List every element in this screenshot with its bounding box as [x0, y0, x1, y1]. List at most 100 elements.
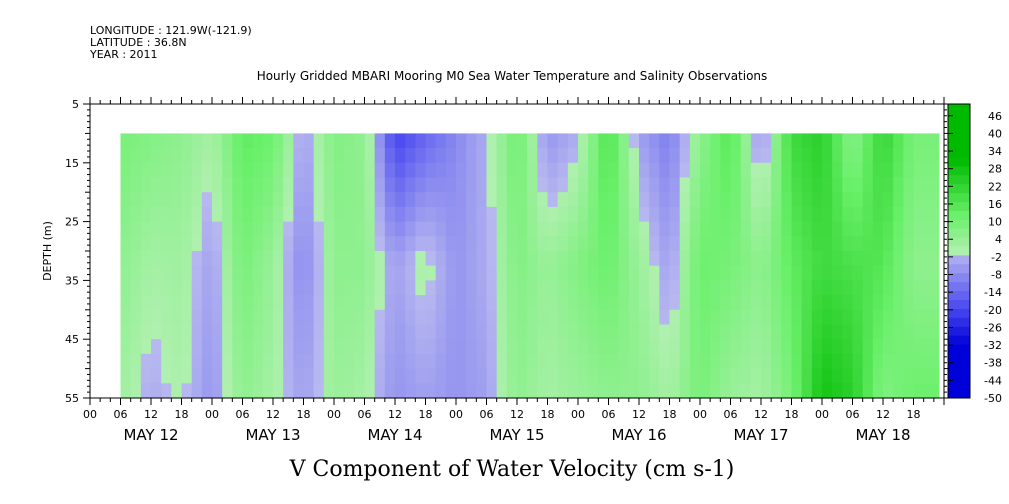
heatmap-cell: [517, 309, 528, 326]
heatmap-cell: [578, 236, 589, 252]
heatmap-cell: [151, 265, 162, 281]
heatmap-cell: [801, 309, 813, 326]
heatmap-cell: [364, 162, 376, 179]
heatmap-cell: [923, 236, 935, 252]
heatmap-cell: [496, 295, 508, 311]
heatmap-cell: [771, 251, 782, 267]
heatmap-cell: [598, 192, 610, 208]
heatmap-cell: [639, 251, 650, 267]
heatmap-cell: [130, 339, 142, 355]
heatmap-cell: [893, 251, 904, 267]
heatmap-cell: [679, 206, 691, 223]
heatmap-cell: [669, 221, 681, 237]
heatmap-cell: [252, 251, 264, 267]
heatmap-cell: [903, 383, 915, 399]
heatmap-cell: [415, 324, 427, 340]
heatmap-cell: [527, 177, 538, 193]
heatmap-cell: [801, 236, 813, 252]
heatmap-cell: [923, 251, 935, 267]
heatmap-cell: [618, 236, 630, 252]
heatmap-cell: [323, 265, 335, 281]
heatmap-cell: [364, 383, 376, 399]
heatmap-cell: [872, 206, 884, 223]
heatmap-cell: [171, 148, 183, 164]
heatmap-cell: [262, 295, 274, 311]
heatmap-cell: [151, 353, 162, 370]
heatmap-cell: [801, 324, 813, 340]
heatmap-cell: [517, 295, 528, 311]
heatmap-cell: [405, 162, 416, 179]
heatmap-cell: [384, 295, 396, 311]
heatmap-cell: [262, 148, 274, 164]
heatmap-cell: [303, 251, 315, 267]
heatmap-cell: [171, 133, 183, 149]
heatmap-cell: [740, 309, 752, 326]
heatmap-cell: [486, 368, 498, 384]
heatmap-cell: [476, 177, 488, 193]
colorbar-swatch: [948, 193, 970, 203]
heatmap-cell: [811, 339, 823, 355]
heatmap-cell: [120, 368, 132, 384]
heatmap-cell: [232, 353, 244, 370]
heatmap-cell: [486, 383, 498, 399]
heatmap-cell: [639, 353, 650, 370]
heatmap-cell: [720, 295, 732, 311]
heatmap-cell: [191, 295, 203, 311]
heatmap-cell: [822, 177, 833, 193]
heatmap-cell: [273, 339, 284, 355]
heatmap-cell: [547, 295, 559, 311]
heatmap-cell: [293, 251, 305, 267]
heatmap-cell: [659, 383, 671, 399]
heatmap-cell: [273, 324, 284, 340]
heatmap-cell: [761, 309, 772, 326]
heatmap-cell: [710, 339, 721, 355]
heatmap-cell: [415, 148, 427, 164]
heatmap-cell: [771, 295, 782, 311]
heatmap-cell: [303, 353, 315, 370]
heatmap-cell: [567, 192, 579, 208]
x-day-label: MAY 18: [855, 426, 910, 444]
heatmap-cell: [374, 177, 386, 193]
heatmap-cell: [557, 383, 569, 399]
heatmap-cell: [242, 192, 254, 208]
heatmap-cell: [720, 236, 732, 252]
heatmap-cell: [262, 324, 274, 340]
heatmap-cell: [323, 295, 335, 311]
heatmap-cell: [761, 148, 772, 164]
heatmap-cell: [232, 206, 244, 223]
heatmap-cell: [679, 324, 691, 340]
heatmap-cell: [517, 236, 528, 252]
heatmap-cell: [567, 236, 579, 252]
heatmap-cell: [405, 192, 416, 208]
heatmap-cell: [323, 133, 335, 149]
heatmap-cell: [618, 280, 630, 296]
heatmap-cell: [395, 295, 406, 311]
heatmap-cell: [262, 339, 274, 355]
heatmap-cell: [151, 280, 162, 296]
heatmap-cell: [435, 368, 447, 384]
heatmap-cell: [852, 148, 864, 164]
heatmap-cell: [242, 280, 254, 296]
heatmap-cell: [212, 353, 223, 370]
heatmap-cell: [710, 324, 721, 340]
heatmap-cell: [181, 295, 193, 311]
heatmap-cell: [598, 295, 610, 311]
heatmap-cell: [273, 280, 284, 296]
heatmap-cell: [659, 265, 671, 281]
heatmap-cell: [578, 280, 589, 296]
heatmap-cell: [466, 368, 477, 384]
heatmap-cell: [283, 133, 294, 149]
heatmap-cell: [486, 251, 498, 267]
heatmap-cell: [517, 251, 528, 267]
heatmap-cell: [720, 148, 732, 164]
heatmap-cell: [222, 339, 233, 355]
heatmap-cell: [588, 206, 599, 223]
heatmap-cell: [852, 383, 864, 399]
heatmap-cell: [862, 368, 874, 384]
heatmap-cell: [435, 148, 447, 164]
heatmap-cell: [130, 383, 142, 399]
heatmap-cell: [527, 353, 538, 370]
heatmap-cell: [435, 162, 447, 179]
heatmap-cell: [913, 221, 925, 237]
colorbar-swatch: [948, 202, 970, 212]
